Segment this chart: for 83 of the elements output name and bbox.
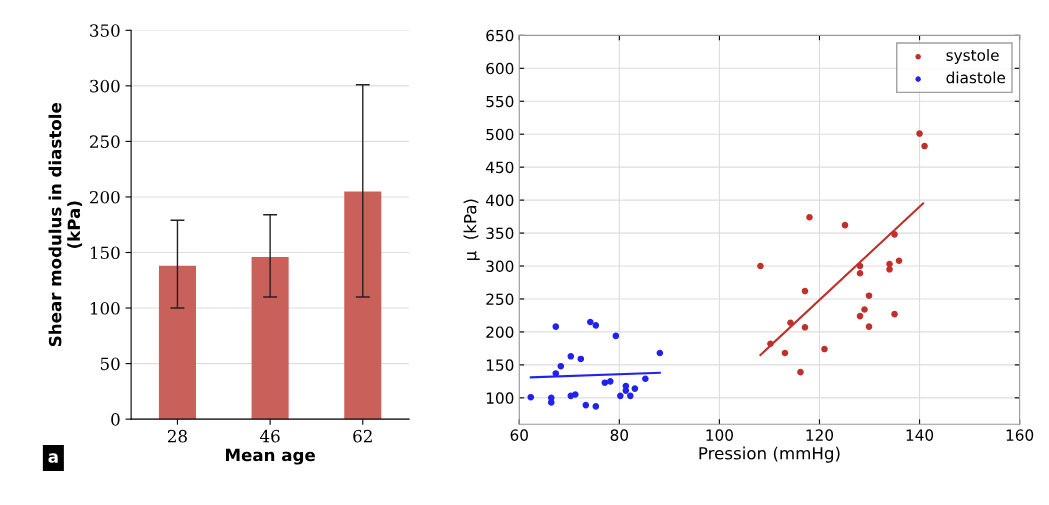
point [572, 391, 579, 398]
legend-label: diastole [946, 71, 1006, 84]
y-axis-title: Shear modulus in diastole (kPa) [48, 103, 83, 347]
point [547, 399, 555, 406]
y-tick-label: 300 [486, 260, 514, 273]
point [781, 349, 789, 357]
point [607, 378, 614, 385]
y-tick-label: 100 [90, 302, 120, 315]
point [801, 324, 809, 331]
y-tick-label: 450 [485, 161, 514, 174]
point [552, 370, 560, 377]
y-tick-label: 150 [486, 359, 514, 371]
y-tick-label: 250 [486, 293, 514, 305]
bar [158, 265, 196, 420]
point [886, 266, 893, 273]
x-tick-label: 140 [906, 429, 934, 441]
x-tick-label: 120 [806, 429, 834, 441]
y-tick-label: 400 [485, 194, 514, 207]
x-tick-label: 28 [167, 429, 187, 443]
text: a [48, 453, 58, 463]
point [552, 323, 560, 330]
point [861, 306, 868, 313]
point [612, 332, 620, 340]
point [797, 368, 804, 376]
y-tick-label: 550 [486, 95, 514, 108]
x-tick-label: 100 [706, 429, 733, 441]
point [627, 392, 634, 400]
point [856, 269, 864, 277]
point [617, 392, 624, 400]
point [557, 362, 565, 370]
point [921, 142, 928, 150]
point [841, 221, 849, 229]
point [886, 260, 893, 268]
bar [344, 191, 382, 420]
x-tick-label: 62 [353, 429, 372, 443]
point [577, 355, 585, 363]
point [587, 318, 594, 326]
y-axis-title: μ (kPa) [463, 199, 480, 261]
y-tick-label: 100 [486, 392, 514, 404]
point [767, 340, 774, 348]
point [601, 379, 609, 386]
x-tick-label: 80 [610, 429, 629, 441]
point [622, 387, 630, 394]
point [582, 401, 590, 409]
point [592, 322, 600, 329]
y-tick-label: 350 [486, 227, 514, 240]
point [891, 310, 898, 318]
x-tick-label: 160 [1006, 429, 1034, 441]
y-tick-label: 500 [486, 128, 514, 141]
bar [251, 256, 289, 420]
point [895, 257, 903, 265]
point [642, 375, 649, 383]
point [656, 349, 664, 357]
x-tick-label: 60 [510, 429, 528, 441]
legend-label: systole [946, 49, 999, 64]
point [801, 287, 809, 295]
y-tick-label: 600 [486, 62, 514, 75]
x-axis-title: Mean age [226, 448, 315, 465]
point [821, 345, 828, 353]
y-tick-label: 0 [111, 413, 120, 426]
y-tick-label: 300 [90, 79, 120, 93]
point [865, 323, 873, 330]
point [865, 292, 873, 299]
point [757, 262, 764, 270]
y-tick-label: 50 [100, 357, 120, 371]
point [787, 319, 794, 326]
y-tick-label: 150 [90, 246, 120, 260]
y-tick-label: 200 [90, 190, 120, 204]
x-tick-label: 46 [260, 429, 280, 443]
point [856, 262, 864, 270]
point [527, 393, 535, 401]
point [592, 403, 600, 410]
point [631, 385, 639, 392]
y-tick-label: 650 [486, 29, 514, 42]
y-tick-label: 250 [90, 135, 120, 148]
point [856, 312, 864, 320]
point [916, 130, 923, 137]
y-tick-label: 200 [486, 326, 514, 338]
x-axis-title: Pression (mmHg) [699, 446, 840, 463]
y-tick-label: 350 [90, 24, 120, 37]
point [567, 353, 575, 360]
point [806, 213, 813, 221]
point [891, 231, 898, 238]
